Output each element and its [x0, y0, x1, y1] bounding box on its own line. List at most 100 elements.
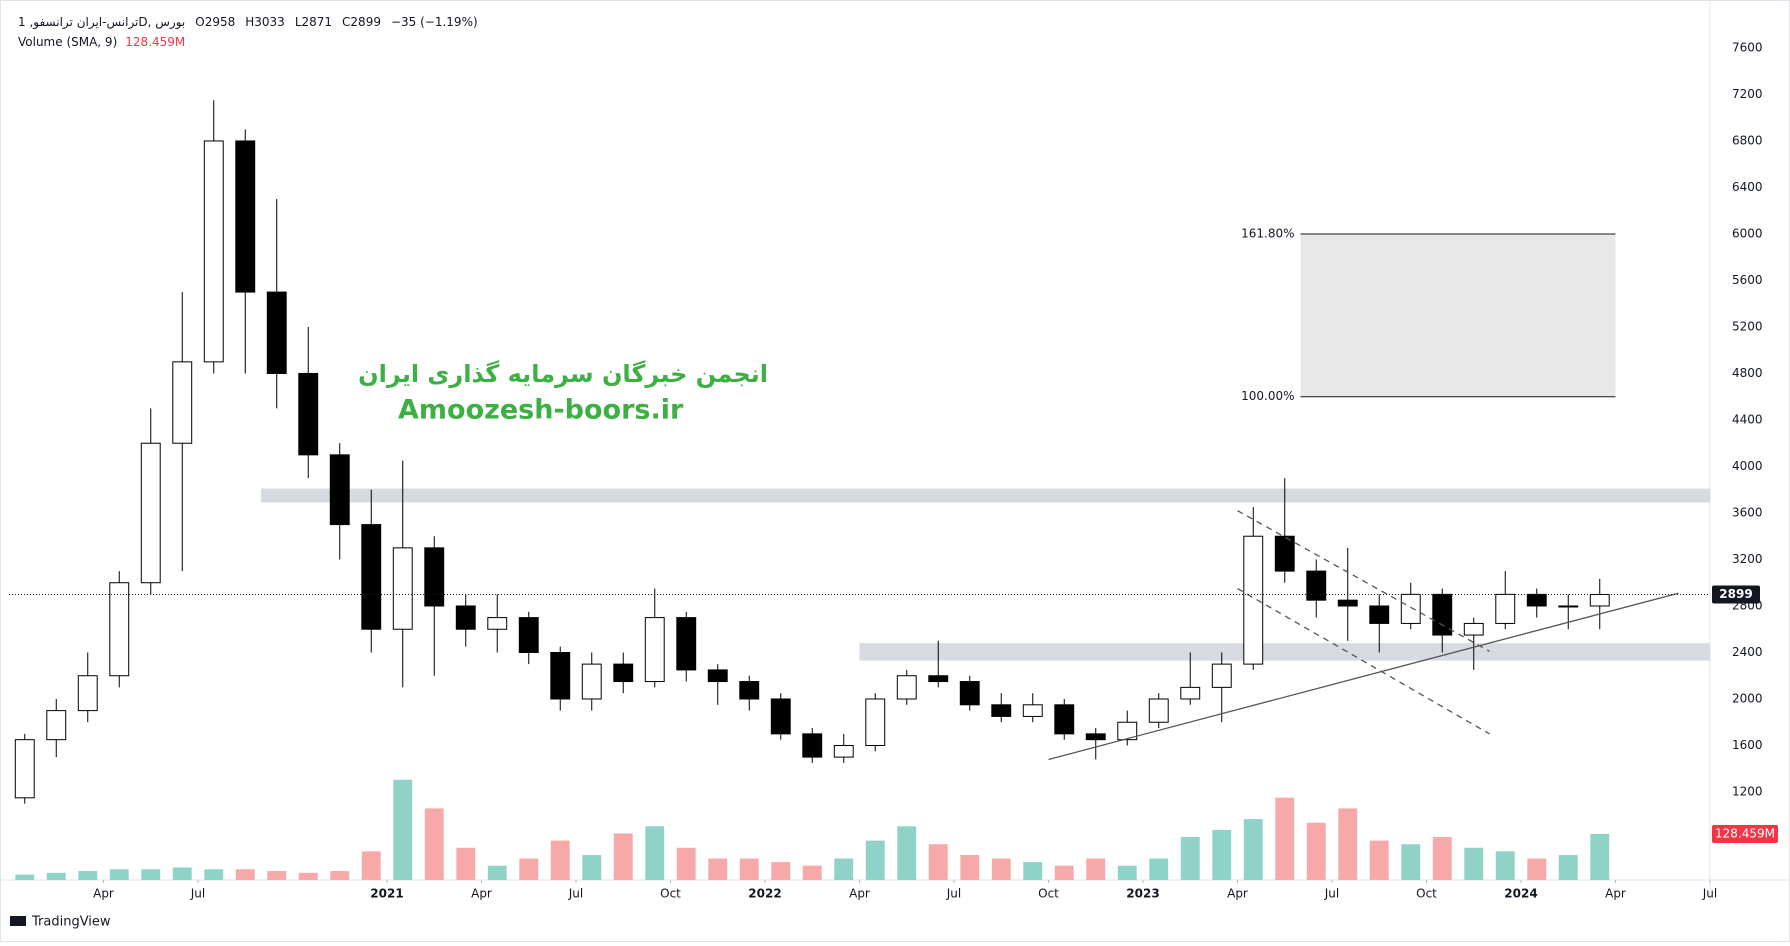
x-tick-label: Apr — [471, 887, 492, 901]
volume-bar — [109, 869, 129, 880]
volume-bar — [393, 779, 413, 880]
candle-body — [77, 675, 98, 712]
trend-line — [1237, 510, 1490, 652]
volume-bar — [267, 871, 287, 880]
x-tick-label: Oct — [1038, 887, 1059, 901]
trend-line — [1048, 592, 1679, 761]
volume-bar — [1212, 829, 1232, 880]
candle-body — [1337, 599, 1358, 607]
volume-bar — [1432, 837, 1452, 880]
y-tick-label: 3600 — [1732, 505, 1763, 519]
volume-bar — [1527, 858, 1547, 880]
candle-body — [1589, 593, 1610, 607]
candle-body — [550, 651, 571, 700]
candle-body — [361, 524, 382, 630]
volume-bar — [1275, 797, 1295, 880]
candle-body — [1085, 733, 1106, 741]
candle-body — [739, 681, 760, 700]
x-tick-label: Apr — [1605, 887, 1626, 901]
watermark: انجمن خبرگان سرمایه گذاری ایران — [358, 360, 768, 388]
volume-bar — [424, 808, 444, 880]
header-item: O2958 — [195, 15, 235, 29]
volume-bar — [865, 840, 885, 880]
x-tick-label: Jul — [1702, 887, 1717, 901]
candle-body — [581, 663, 602, 700]
candle-body — [1495, 593, 1516, 624]
volume-bar — [204, 869, 224, 880]
volume-bar — [834, 858, 854, 880]
volume-bar — [172, 867, 192, 880]
x-tick-label: Apr — [849, 887, 870, 901]
x-tick-label: 2023 — [1126, 887, 1159, 901]
volume-bar — [582, 854, 602, 880]
volume-bar — [1117, 865, 1137, 880]
header-item: 128.459M — [125, 35, 185, 49]
y-tick-label: 6000 — [1732, 226, 1763, 240]
volume-bar — [1306, 822, 1326, 880]
volume-bar — [1054, 865, 1074, 880]
volume-label: 128.459M — [1715, 827, 1775, 841]
y-tick-label: 5600 — [1732, 273, 1763, 287]
volume-bar — [235, 869, 255, 880]
volume-bar — [739, 858, 759, 880]
x-tick-label: Jul — [1324, 887, 1339, 901]
header-item: ترانس-ایران ترانسفو, 1D, بورس — [18, 15, 185, 30]
candle-body — [203, 140, 224, 363]
candle-body — [424, 547, 445, 607]
trend-line — [1237, 587, 1490, 735]
candle-body — [392, 547, 413, 630]
volume-bar — [708, 858, 728, 880]
candle-body — [676, 617, 697, 671]
candle-body — [14, 739, 35, 799]
volume-bar — [1086, 858, 1106, 880]
volume-header: Volume (SMA, 9) 128.459M — [18, 35, 185, 49]
y-tick-label: 5200 — [1732, 319, 1763, 333]
x-tick-label: Oct — [660, 887, 681, 901]
volume-bar — [298, 872, 318, 880]
y-tick-label: 2400 — [1732, 645, 1763, 659]
volume-bar — [1149, 858, 1169, 880]
volume-bar — [519, 858, 539, 880]
volume-bar — [1023, 862, 1043, 880]
volume-bar — [802, 865, 822, 880]
candle-body — [613, 663, 634, 683]
x-tick-label: Jul — [568, 887, 583, 901]
volume-bar — [991, 858, 1011, 880]
y-tick-label: 7600 — [1732, 40, 1763, 54]
candle-body — [707, 669, 728, 683]
x-tick-label: Apr — [93, 887, 114, 901]
fib-label: 100.00% — [1241, 389, 1294, 403]
candle-body — [1022, 704, 1043, 717]
y-tick-label: 4000 — [1732, 459, 1763, 473]
volume-bar — [456, 847, 476, 880]
candle-body — [1558, 605, 1579, 608]
candle-body — [1180, 686, 1201, 700]
y-tick-label: 4800 — [1732, 366, 1763, 380]
y-tick-label: 3200 — [1732, 552, 1763, 566]
zone — [859, 643, 1710, 661]
brand: TradingView — [10, 915, 111, 930]
volume-bar — [613, 833, 633, 880]
candle-body — [833, 744, 854, 758]
volume-bar — [330, 871, 350, 880]
header-item: Volume (SMA, 9) — [18, 35, 117, 49]
candle-body — [1463, 622, 1484, 636]
header-item: H3033 — [245, 15, 285, 29]
fib-label: 161.80% — [1241, 226, 1294, 240]
volume-bar — [960, 854, 980, 880]
candle-body — [235, 140, 256, 293]
candle-body — [140, 442, 161, 584]
candle-body — [928, 675, 949, 683]
volume-bar — [1180, 837, 1200, 880]
candle-body — [802, 733, 823, 758]
candle-body — [1274, 535, 1295, 572]
y-tick-label: 6800 — [1732, 133, 1763, 147]
candle-body — [1306, 570, 1327, 601]
candle-body — [298, 372, 319, 456]
volume-bar — [676, 847, 696, 880]
volume-bar — [1369, 840, 1389, 880]
x-tick-label: Jul — [946, 887, 961, 901]
last-price-label: 2899 — [1719, 587, 1752, 601]
